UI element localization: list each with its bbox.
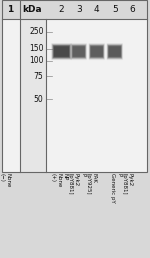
- Bar: [2, 0, 147, 172]
- FancyBboxPatch shape: [90, 46, 103, 58]
- Text: 4: 4: [94, 5, 100, 14]
- Bar: [20, 19, 46, 172]
- FancyBboxPatch shape: [106, 43, 123, 60]
- Text: Pyk2
[pY881]
NP: Pyk2 [pY881] NP: [62, 173, 79, 195]
- Text: 75: 75: [34, 72, 44, 81]
- Text: 50: 50: [34, 95, 44, 104]
- Text: 150: 150: [29, 44, 44, 53]
- FancyBboxPatch shape: [51, 43, 72, 60]
- FancyBboxPatch shape: [72, 45, 86, 58]
- Text: Pyk2
[pY881]
P: Pyk2 [pY881] P: [116, 173, 133, 195]
- Text: 6: 6: [130, 5, 136, 14]
- FancyBboxPatch shape: [108, 46, 121, 58]
- Text: None
(+): None (+): [51, 173, 62, 188]
- Bar: [2, 19, 147, 172]
- FancyBboxPatch shape: [71, 44, 87, 60]
- Text: 1: 1: [7, 5, 13, 14]
- Text: 100: 100: [29, 56, 44, 65]
- FancyBboxPatch shape: [107, 44, 123, 60]
- FancyBboxPatch shape: [72, 46, 85, 58]
- FancyBboxPatch shape: [54, 46, 69, 57]
- Text: FAK
[pY925]
P: FAK [pY925] P: [80, 173, 97, 195]
- FancyBboxPatch shape: [107, 44, 122, 59]
- FancyBboxPatch shape: [71, 44, 86, 59]
- FancyBboxPatch shape: [53, 46, 70, 58]
- Bar: [2, 0, 147, 19]
- Text: None
(−): None (−): [0, 173, 10, 188]
- Text: 5: 5: [112, 5, 118, 14]
- Text: kDa: kDa: [22, 5, 42, 14]
- FancyBboxPatch shape: [90, 45, 104, 58]
- FancyBboxPatch shape: [109, 46, 121, 57]
- FancyBboxPatch shape: [73, 46, 85, 57]
- Text: 3: 3: [76, 5, 82, 14]
- FancyBboxPatch shape: [108, 45, 122, 58]
- FancyBboxPatch shape: [91, 46, 103, 57]
- FancyBboxPatch shape: [53, 45, 70, 58]
- FancyBboxPatch shape: [89, 44, 105, 60]
- FancyBboxPatch shape: [89, 44, 104, 59]
- Text: 2: 2: [59, 5, 64, 14]
- FancyBboxPatch shape: [52, 44, 71, 59]
- FancyBboxPatch shape: [52, 44, 71, 60]
- Text: 250: 250: [29, 27, 44, 36]
- Text: Generic pY: Generic pY: [110, 173, 115, 203]
